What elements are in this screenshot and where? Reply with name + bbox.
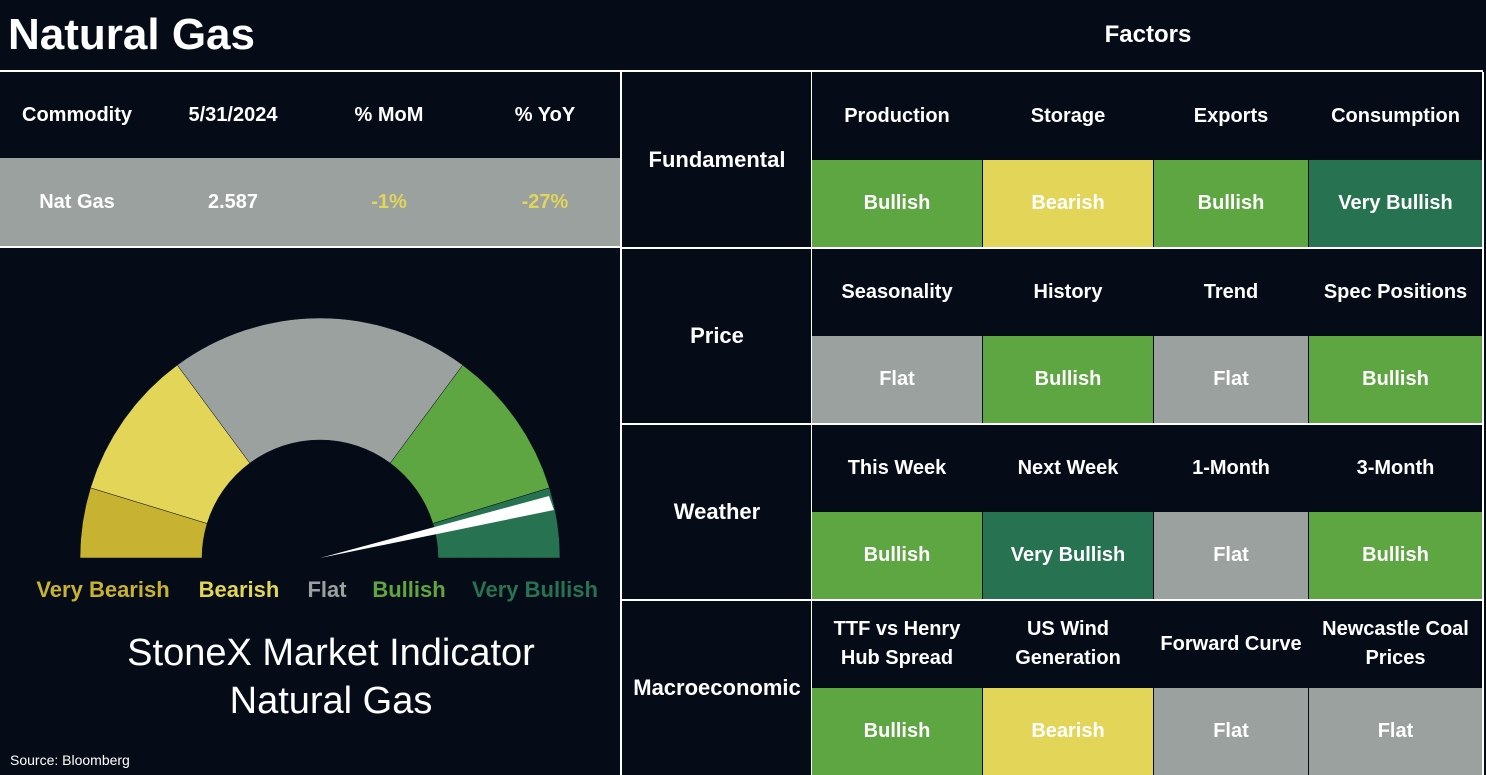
factor-name: Storage [1030, 104, 1106, 127]
factor-status: Bullish [1309, 512, 1482, 599]
factor-status: Very Bullish [983, 512, 1153, 599]
factor-name: Newcastle Coal Prices [1322, 618, 1469, 669]
gauge-label: Very Bullish [472, 577, 598, 602]
gauge-needle [320, 496, 554, 558]
source: Source: Bloomberg [10, 752, 130, 768]
factor-status: Bearish [983, 688, 1153, 775]
factor-status: Flat [1154, 336, 1308, 423]
factor-name: US Wind Generation [1015, 618, 1121, 669]
summary-cell: -1% [371, 190, 407, 213]
summary-header: Commodity [22, 103, 132, 126]
summary-cell: -27% [521, 190, 569, 213]
factor-status: Bullish [812, 688, 982, 775]
divider [622, 599, 1483, 601]
title: Natural Gas [8, 10, 255, 59]
factor-name: Exports [1193, 104, 1269, 127]
gauge: Very Bearish Bearish Flat Bullish Very Bulli… [36, 317, 598, 722]
summary-header: 5/31/2024 [188, 103, 278, 126]
divider [811, 248, 812, 423]
summary-cell: 2.587 [207, 190, 259, 213]
divider [0, 246, 620, 248]
gauge-label: Bearish [199, 577, 280, 602]
factor-status: Flat [812, 336, 982, 423]
divider [811, 424, 812, 599]
category: Fundamental [648, 146, 786, 172]
factor-name: History [1033, 280, 1103, 303]
gauge-segment [176, 317, 464, 464]
divider [1482, 72, 1484, 775]
factor-status: Flat [1154, 688, 1308, 775]
factor-status: Very Bullish [1309, 160, 1482, 247]
factor-name: Production [844, 104, 950, 127]
factors-title: Factors [1104, 21, 1192, 48]
divider [811, 72, 812, 247]
factor-name: Next Week [1017, 456, 1119, 479]
category: Weather [673, 498, 761, 524]
gauge-title: Natural Gas [230, 680, 433, 722]
gauge-title: StoneX Market Indicator [127, 632, 535, 674]
factor-name: TTF vs Henry Hub Spread [833, 618, 961, 669]
factor-status: Flat [1154, 512, 1308, 599]
factor-name: Forward Curve [1160, 632, 1302, 655]
factor-status: Bullish [812, 512, 982, 599]
factor-name: Consumption [1331, 104, 1460, 127]
factor-name: Seasonality [841, 280, 953, 303]
summary-header: % MoM [354, 103, 424, 126]
divider [0, 70, 1483, 72]
factor-status: Flat [1309, 688, 1482, 775]
factor-name: This Week [847, 456, 947, 479]
factor-name: 1-Month [1192, 456, 1270, 479]
factor-name: Trend [1203, 280, 1259, 303]
factor-status: Bullish [1154, 160, 1308, 247]
factor-name: 3-Month [1356, 456, 1435, 479]
summary-cell: Nat Gas [39, 190, 115, 213]
summary-header: % YoY [514, 103, 576, 126]
factor-name: Spec Positions [1323, 280, 1468, 303]
gauge-label: Very Bearish [36, 577, 169, 602]
divider [622, 423, 1483, 425]
summary-row-bg [0, 158, 620, 246]
divider [622, 247, 1483, 249]
factor-status: Bullish [1309, 336, 1482, 423]
category: Price [690, 322, 744, 348]
divider [811, 600, 812, 775]
category: Macroeconomic [633, 674, 801, 700]
factor-status: Bullish [983, 336, 1153, 423]
gauge-label: Flat [307, 577, 347, 602]
divider [620, 72, 622, 775]
factor-status: Bullish [812, 160, 982, 247]
factor-status: Bearish [983, 160, 1153, 247]
gauge-label: Bullish [372, 577, 445, 602]
